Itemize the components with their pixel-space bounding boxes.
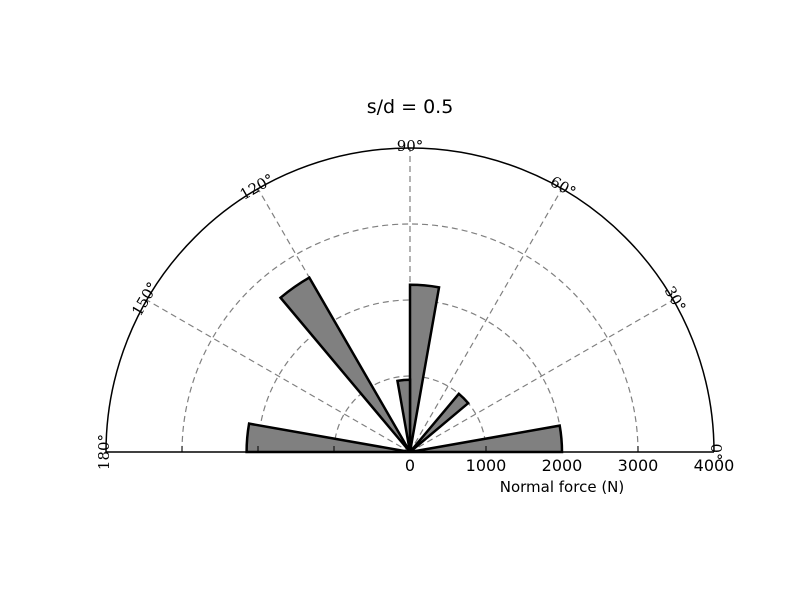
- angular-gridline: [409, 299, 674, 453]
- angle-tick-label: 0°: [707, 443, 725, 460]
- radial-tick-label: 1000: [466, 456, 507, 475]
- polar-frame: [105, 147, 715, 453]
- outer-arc: [105, 147, 715, 453]
- angle-tick-label: 120°: [237, 170, 277, 204]
- radial-gridline: [333, 375, 487, 453]
- polar-bar: [409, 392, 470, 453]
- angular-gridline: [409, 188, 563, 453]
- radial-tick-label: 4000: [694, 456, 735, 475]
- angle-tick-label: 90°: [397, 137, 424, 155]
- bar-series: [245, 275, 564, 454]
- angular-gridline: [146, 299, 411, 453]
- radial-gridline: [257, 299, 563, 453]
- polar-bar: [408, 283, 441, 453]
- polar-bar: [396, 378, 412, 453]
- angle-tick-label: 60°: [547, 172, 579, 201]
- polar-bar: [278, 275, 412, 453]
- radial-tick-label: 2000: [542, 456, 583, 475]
- angle-tick-label: 30°: [661, 283, 690, 315]
- x-axis-label: Normal force (N): [500, 478, 625, 496]
- polar-bar: [245, 422, 411, 454]
- chart-title: s/d = 0.5: [367, 96, 454, 118]
- radial-tick-label: 0: [405, 456, 415, 475]
- angle-tick-label: 180°: [95, 434, 113, 470]
- radial-gridline: [181, 223, 639, 453]
- radial-tick-label: 3000: [618, 456, 659, 475]
